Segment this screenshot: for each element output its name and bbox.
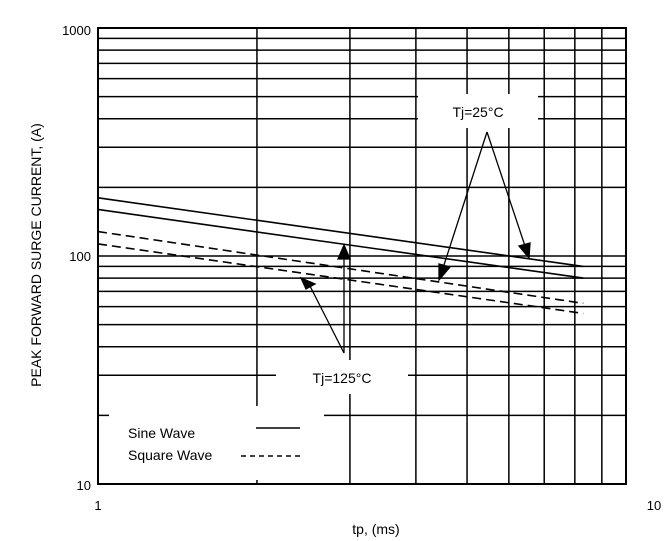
grid <box>98 28 626 484</box>
arrow-tj125-line-1 <box>309 285 345 354</box>
y-tick-label-100: 100 <box>69 249 91 264</box>
y-tick-label-10: 10 <box>77 478 91 493</box>
series-layer <box>97 197 584 315</box>
legend: Sine Wave Square Wave <box>109 406 324 480</box>
arrow-tj25-head-2 <box>517 242 531 260</box>
arrow-tj125-head-2 <box>337 243 351 260</box>
x-tick-label-1: 1 <box>94 498 101 513</box>
annotation-tj25: Tj=25°C <box>418 94 538 282</box>
arrow-tj25-line-2 <box>486 131 526 247</box>
plot-frame <box>97 27 627 485</box>
annotation-tj125-box <box>276 360 408 394</box>
series-line-sine-0 <box>97 197 584 268</box>
legend-label-square: Square Wave <box>128 447 213 463</box>
y-axis-title: PEAK FORWARD SURGE CURRENT, (A) <box>28 123 44 387</box>
annotation-tj125-arrows <box>299 243 351 354</box>
series-line-square-2 <box>97 230 584 305</box>
annotation-tj125: Tj=125°C <box>276 243 408 394</box>
annotation-tj125-text: Tj=125°C <box>313 370 372 386</box>
arrow-tj125-head-1 <box>299 276 317 290</box>
legend-label-sine: Sine Wave <box>128 425 195 441</box>
annotation-tj25-text: Tj=25°C <box>452 104 503 120</box>
series-line-sine-1 <box>97 208 584 279</box>
series-line-square-3 <box>97 243 584 315</box>
x-axis-title: tp, (ms) <box>352 521 399 537</box>
x-tick-label-10: 10 <box>647 498 661 513</box>
arrow-tj25-head-1 <box>438 263 452 282</box>
arrow-tj25-line-1 <box>442 131 488 269</box>
legend-box <box>109 406 324 480</box>
annotation-tj25-arrows <box>438 131 531 282</box>
y-tick-label-1000: 1000 <box>62 23 91 38</box>
annotation-tj25-box <box>418 94 538 128</box>
